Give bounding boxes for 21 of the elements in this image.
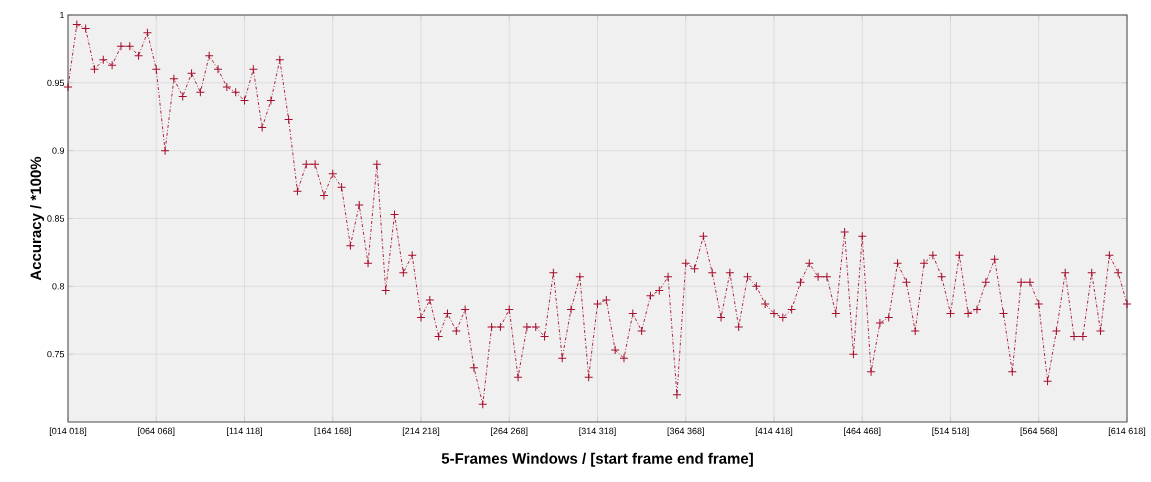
x-tick-label: [414 418]: [755, 427, 793, 436]
x-tick-label: [164 168]: [314, 427, 351, 436]
y-axis-title: Accuracy / *100%: [30, 156, 45, 281]
y-tick-label: 0.75: [47, 350, 65, 358]
x-tick-label: [264 268]: [491, 427, 528, 436]
x-tick-label: [364 368]: [667, 427, 704, 436]
x-tick-label: [464 468]: [844, 427, 881, 436]
x-tick-label: [214 218]: [402, 427, 440, 436]
y-tick-label: 0.9: [52, 147, 65, 154]
x-tick-label: [064 068]: [138, 427, 175, 436]
x-tick-label: [564 568]: [1020, 427, 1057, 436]
x-tick-label: [614 618]: [1108, 427, 1146, 436]
y-tick-label: 0.85: [47, 215, 65, 222]
x-tick-label: [314 318]: [579, 427, 616, 436]
y-tick-label: 0.95: [47, 79, 65, 87]
x-tick-label: [114 118]: [227, 427, 262, 436]
y-tick-label: 0.8: [52, 283, 65, 290]
x-axis-title: 5-Frames Windows / [start frame end frame]: [441, 452, 753, 467]
y-tick-label: 1: [60, 11, 65, 19]
x-tick-label: [014 018]: [49, 427, 87, 436]
x-tick-label: [514 518]: [932, 427, 969, 436]
